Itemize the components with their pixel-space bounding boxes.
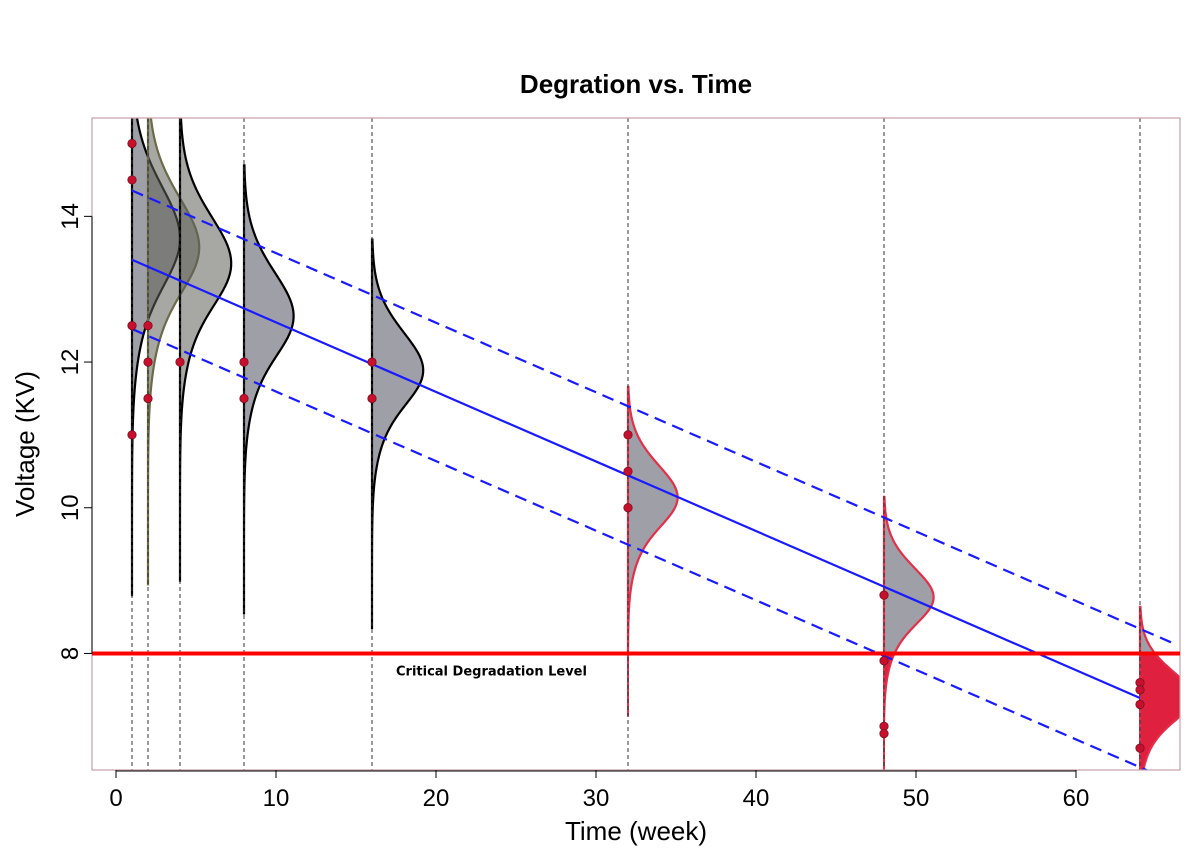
density-curve-upper — [242, 164, 295, 614]
measurement-time-lines — [131, 118, 1141, 770]
data-point — [127, 321, 137, 331]
regression-lines — [131, 189, 1173, 770]
data-point — [1135, 685, 1145, 695]
data-point — [127, 175, 137, 185]
y-tick-label: 8 — [57, 647, 84, 660]
x-tick-label: 0 — [109, 785, 122, 812]
x-tick-label: 20 — [423, 785, 450, 812]
y-tick-label: 14 — [57, 203, 84, 230]
x-tick-label: 10 — [263, 785, 290, 812]
data-point — [623, 466, 633, 476]
data-point — [127, 138, 137, 149]
data-point — [143, 393, 153, 404]
y-tick-label: 10 — [57, 494, 84, 521]
fit-line — [131, 258, 1141, 700]
density-curve-upper — [178, 118, 233, 581]
failure-probability-area — [1139, 653, 1180, 770]
data-point — [1135, 699, 1145, 710]
data-point — [127, 430, 137, 440]
density-curve-upper — [882, 495, 935, 654]
x-tick-label: 50 — [903, 785, 930, 812]
data-point — [239, 393, 249, 404]
y-axis: 8 10 12 14 — [57, 203, 93, 660]
data-point — [367, 357, 377, 367]
data-point — [143, 321, 153, 331]
density-curve-upper — [626, 385, 679, 654]
x-axis: 0 10 20 30 40 50 60 — [109, 770, 1089, 812]
lower-prediction-band — [131, 327, 1150, 770]
x-tick-label: 60 — [1063, 785, 1090, 812]
data-point — [879, 728, 889, 739]
chart-title: Degration vs. Time — [520, 69, 752, 99]
density-curve-upper — [1138, 605, 1157, 654]
x-tick-label: 30 — [583, 785, 610, 812]
upper-prediction-band — [131, 189, 1173, 644]
data-point — [175, 357, 185, 367]
x-tick-label: 40 — [743, 785, 770, 812]
y-tick-label: 12 — [57, 349, 84, 376]
plot-area — [127, 118, 1180, 770]
density-curves — [130, 118, 1180, 770]
data-point — [239, 357, 249, 367]
data-point — [623, 503, 633, 513]
y-axis-title: Voltage (KV) — [10, 371, 40, 517]
data-points — [127, 138, 1145, 753]
data-point — [879, 590, 889, 600]
threshold-label: Critical Degradation Level — [396, 664, 587, 679]
data-point — [1135, 743, 1145, 753]
data-point — [623, 430, 633, 440]
x-axis-title: Time (week) — [565, 816, 707, 846]
data-point — [143, 357, 153, 367]
data-point — [367, 393, 377, 404]
data-point — [879, 656, 889, 666]
